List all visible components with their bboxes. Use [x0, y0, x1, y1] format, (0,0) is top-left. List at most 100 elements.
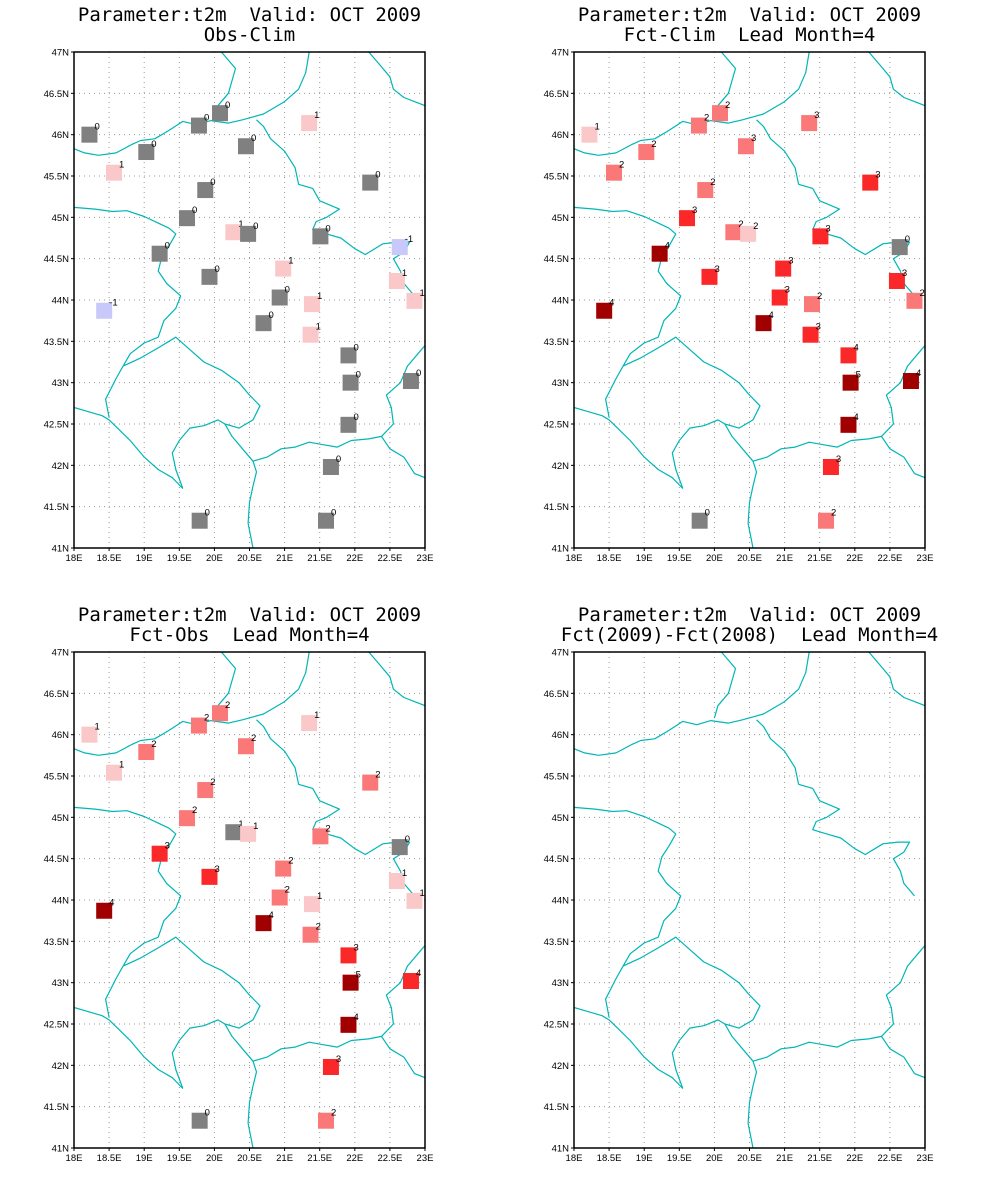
station-marker: [840, 347, 857, 364]
station-marker: [303, 896, 320, 913]
lon-tick-label: 23E: [417, 553, 434, 564]
station-marker: [322, 458, 339, 475]
lat-tick-label: 42.5N: [44, 420, 69, 431]
panel-subtitle: Fct-Obs Lead Month=4: [129, 624, 369, 646]
station-value-label: 2: [817, 291, 822, 302]
station-value-label: 3: [165, 841, 170, 852]
station-value-label: 0: [375, 170, 380, 181]
lat-tick-label: 44N: [552, 296, 570, 307]
station-value-label: 2: [225, 700, 230, 711]
lon-tick-label: 18.5E: [97, 1153, 122, 1164]
station-marker: [225, 824, 242, 841]
station-value-label: 0: [336, 454, 341, 465]
lon-tick-label: 20E: [706, 553, 723, 564]
station-marker: [138, 744, 155, 761]
station-value-label: 2: [151, 739, 156, 750]
lat-tick-label: 43N: [52, 378, 70, 389]
station-value-label: 0: [353, 342, 358, 353]
border-line: [171, 1019, 258, 1148]
station-value-label: 1: [314, 710, 319, 721]
station-value-label: 2: [285, 885, 290, 896]
border-line: [574, 806, 682, 1018]
lat-tick-label: 42.5N: [544, 420, 569, 431]
lat-tick-label: 47N: [552, 48, 570, 59]
lon-tick-label: 18E: [566, 553, 583, 564]
lon-tick-label: 19E: [636, 1153, 653, 1164]
station-value-label: 3: [785, 285, 790, 296]
station-marker: [179, 810, 196, 827]
station-marker: [322, 1058, 339, 1075]
station-marker: [701, 268, 718, 285]
border-line: [574, 1006, 684, 1089]
panel-title: Parameter:t2m Valid: OCT 2009: [78, 4, 421, 26]
lon-tick-label: 21E: [776, 553, 793, 564]
lon-tick-label: 20E: [206, 553, 223, 564]
station-marker: [301, 715, 318, 732]
lon-tick-label: 19E: [136, 1153, 153, 1164]
border-line: [671, 419, 758, 548]
station-marker: [888, 272, 905, 289]
border-line: [122, 336, 261, 429]
lat-tick-label: 42N: [552, 1061, 570, 1072]
station-value-label: 2: [192, 805, 197, 816]
lon-tick-label: 19E: [136, 553, 153, 564]
lon-tick-label: 23E: [417, 1153, 434, 1164]
station-value-label: 4: [853, 412, 858, 423]
lon-tick-label: 22E: [846, 553, 863, 564]
station-marker: [340, 416, 357, 433]
station-marker: [191, 512, 208, 529]
border-line: [622, 336, 761, 429]
station-value-label: 3: [875, 170, 880, 181]
lat-tick-label: 43.5N: [44, 937, 69, 948]
lon-tick-label: 18.5E: [597, 553, 622, 564]
lat-tick-label: 46.5N: [44, 689, 69, 700]
station-value-label: 2: [375, 770, 380, 781]
station-marker: [690, 117, 707, 134]
station-value-label: 2: [210, 777, 215, 788]
station-marker: [302, 326, 319, 343]
station-marker: [191, 1112, 208, 1129]
station-value-label: 0: [214, 264, 219, 275]
lat-tick-label: 42N: [52, 1061, 70, 1072]
station-marker: [271, 289, 288, 306]
station-marker: [197, 782, 214, 799]
station-value-label: 0: [325, 223, 330, 234]
station-value-label: 4: [769, 310, 774, 321]
station-marker: [275, 860, 292, 877]
station-value-label: 0: [705, 508, 710, 519]
lon-tick-label: 19E: [636, 553, 653, 564]
lat-tick-label: 45N: [552, 213, 570, 224]
country-borders: [574, 652, 925, 1148]
station-value-label: 1: [402, 268, 407, 279]
lat-tick-label: 43.5N: [44, 337, 69, 348]
station-value-label: 0: [94, 122, 99, 133]
station-marker: [106, 164, 123, 181]
station-value-label: 1: [253, 821, 258, 832]
border-line: [671, 1019, 758, 1148]
border-line: [122, 936, 261, 1029]
station-marker: [406, 292, 423, 309]
station-marker: [312, 228, 329, 245]
lon-tick-label: 20.5E: [237, 553, 262, 564]
border-line: [171, 419, 258, 548]
lon-tick-label: 20E: [206, 1153, 223, 1164]
station-marker: [303, 296, 320, 313]
lat-tick-label: 46N: [52, 130, 70, 141]
station-marker: [740, 225, 757, 242]
lat-tick-label: 44.5N: [544, 854, 569, 865]
lon-tick-label: 21E: [276, 553, 293, 564]
station-value-label: 5: [356, 970, 361, 981]
lon-tick-label: 18E: [66, 1153, 83, 1164]
station-marker: [402, 373, 419, 390]
station-marker: [96, 902, 113, 919]
station-value-label: 1: [94, 722, 99, 733]
station-marker: [801, 115, 818, 132]
border-line: [368, 652, 425, 707]
station-marker: [902, 373, 919, 390]
lat-tick-label: 43.5N: [544, 337, 569, 348]
station-value-label: 0: [225, 100, 230, 111]
lat-tick-label: 45.5N: [544, 172, 569, 183]
station-value-label: 1: [119, 160, 124, 171]
border-line: [622, 936, 761, 1029]
lat-tick-label: 41N: [552, 1144, 570, 1155]
